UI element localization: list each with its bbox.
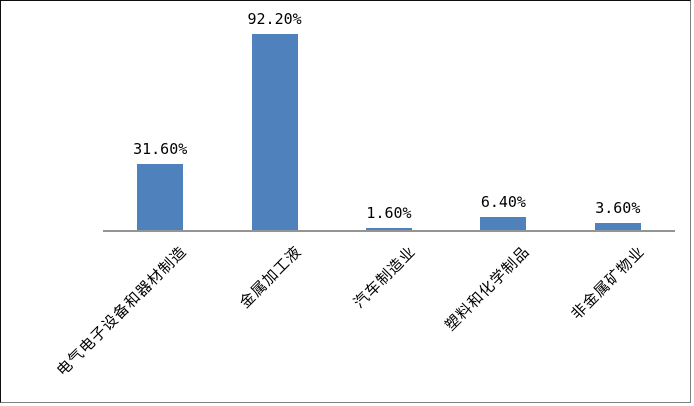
value-label-2: 1.60% [366, 203, 412, 222]
value-label-3: 6.40% [480, 193, 526, 212]
bar-1 [251, 34, 298, 231]
category-label-3: 塑料和化学制品 [443, 243, 534, 335]
value-label-1: 92.20% [247, 10, 302, 29]
bar-0 [137, 163, 184, 231]
bar-3 [480, 217, 527, 231]
category-label-1: 金属加工液 [236, 243, 305, 312]
bar-4 [594, 223, 641, 231]
category-label-0: 电气电子设备和器材制造 [54, 243, 191, 380]
category-label-2: 汽车制造业 [351, 243, 420, 312]
category-label-4: 非金属矿物业 [568, 243, 648, 324]
value-label-0: 31.60% [133, 139, 188, 158]
value-label-4: 3.60% [595, 199, 641, 218]
x-axis-line [103, 230, 675, 232]
bar-2 [366, 227, 412, 231]
